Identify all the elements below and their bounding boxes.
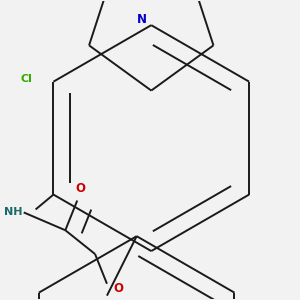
Text: Cl: Cl (21, 74, 33, 84)
Text: NH: NH (4, 207, 22, 218)
Text: N: N (137, 13, 147, 26)
Text: O: O (75, 182, 85, 195)
Text: O: O (113, 282, 123, 295)
